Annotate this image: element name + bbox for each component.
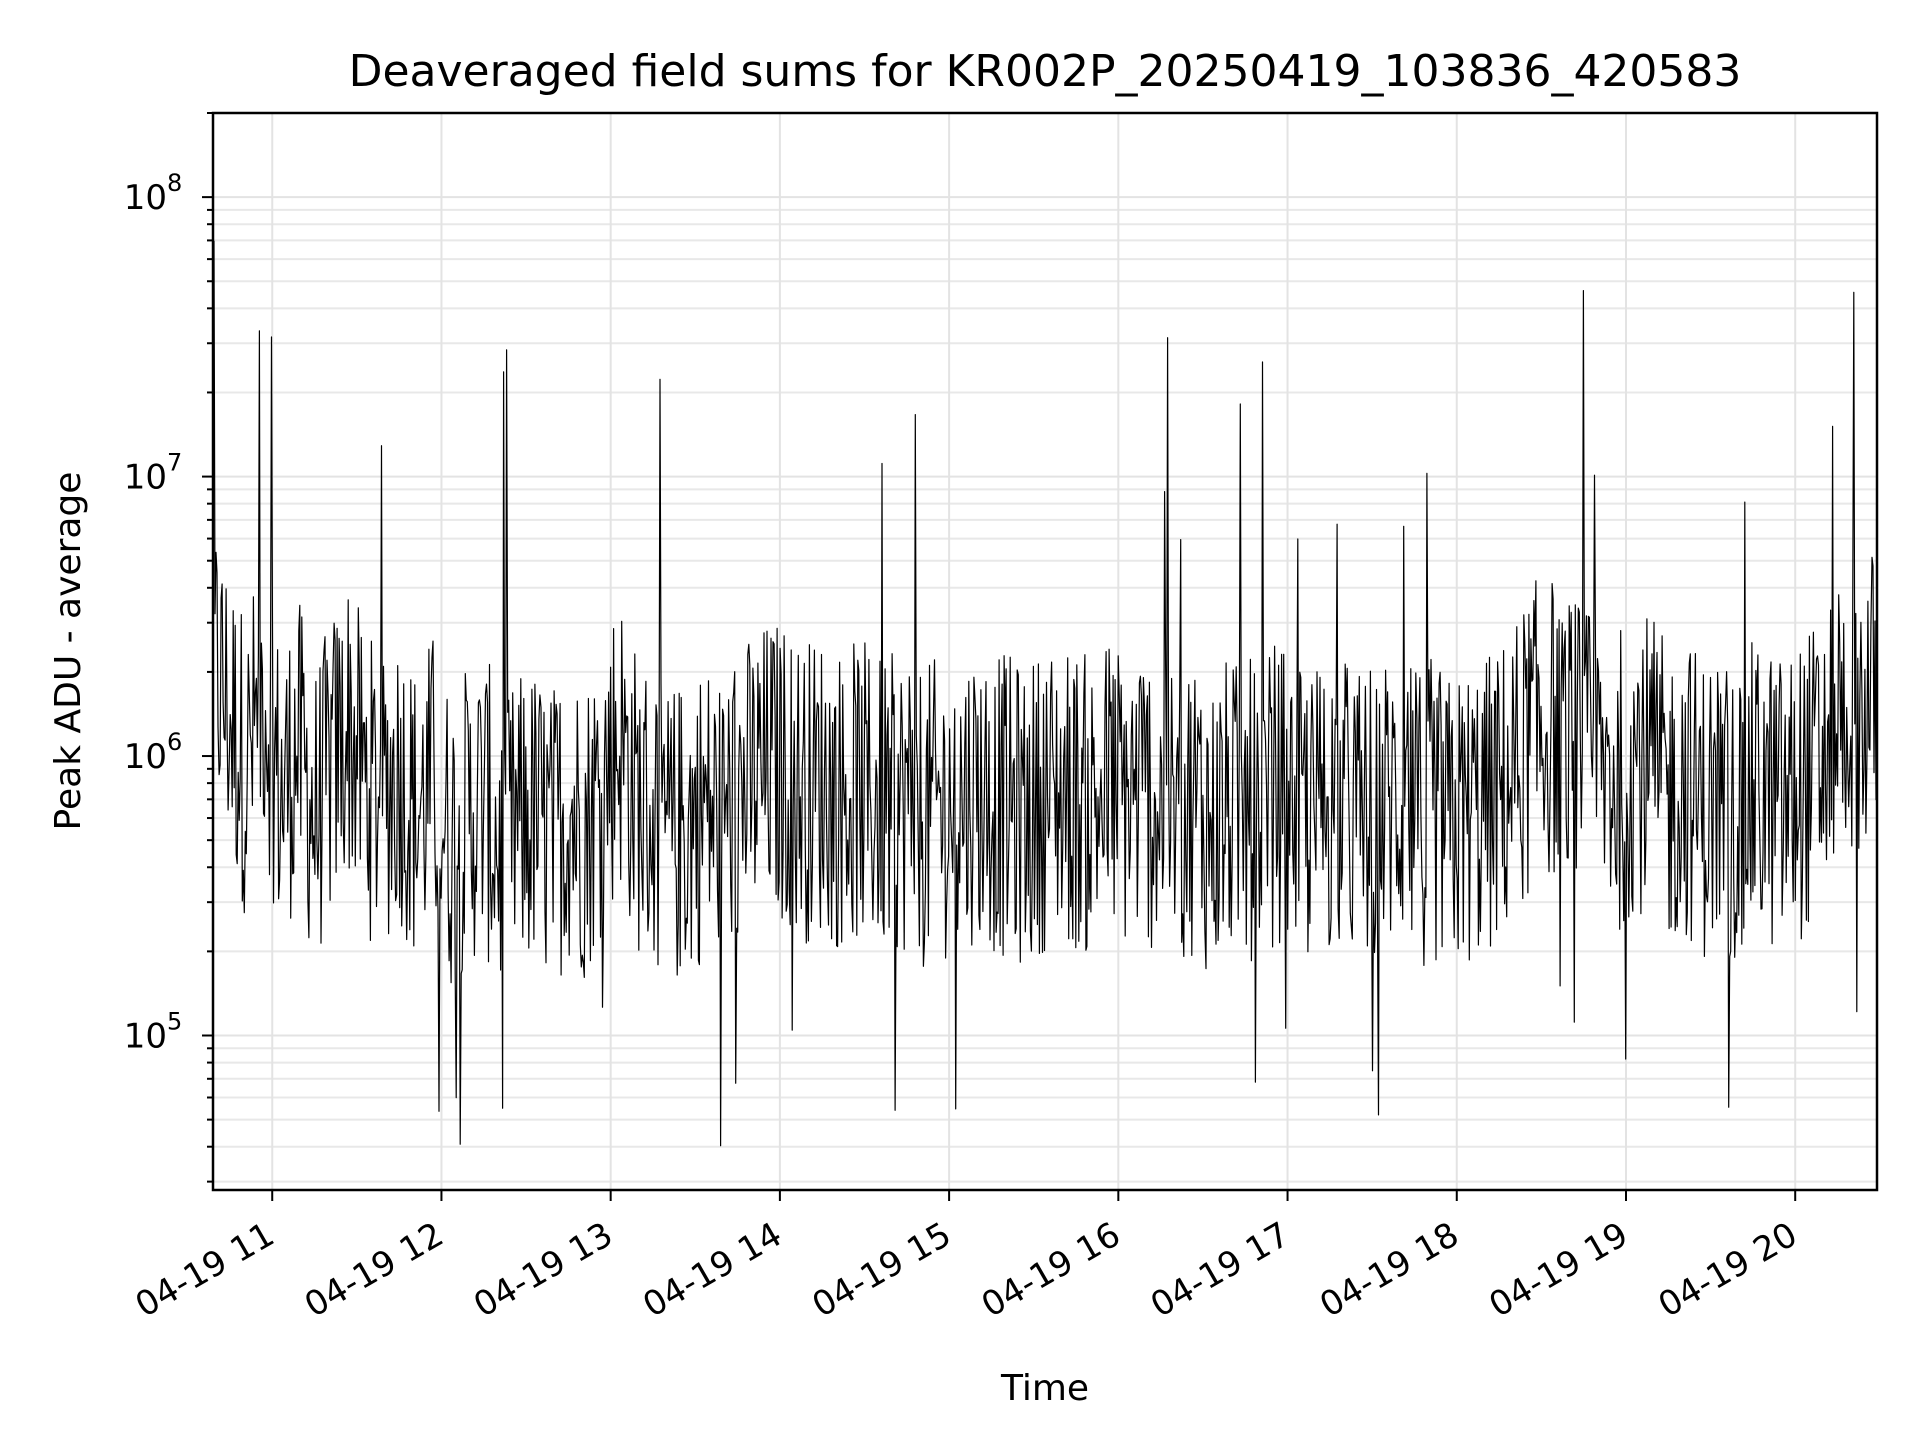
series-layer bbox=[212, 240, 1878, 1147]
x-tick-label: 04-19 17 bbox=[1144, 1215, 1296, 1326]
plot-frame bbox=[211, 111, 1879, 1192]
x-tick-label: 04-19 15 bbox=[806, 1215, 958, 1326]
x-tick-label: 04-19 13 bbox=[467, 1215, 619, 1326]
x-tick-label: 04-19 16 bbox=[975, 1215, 1127, 1326]
y-axis: 105 106 107 108 bbox=[124, 112, 213, 1183]
y-tick-label: 106 bbox=[124, 728, 183, 777]
x-tick-label: 04-19 19 bbox=[1482, 1215, 1634, 1326]
y-tick-label: 107 bbox=[124, 449, 183, 498]
grid-lines bbox=[213, 112, 1877, 1190]
series-line bbox=[212, 240, 1878, 1147]
x-tick-label: 04-19 12 bbox=[298, 1215, 450, 1326]
x-axis-label: Time bbox=[1000, 1368, 1089, 1409]
x-tick-label: 04-19 20 bbox=[1652, 1215, 1804, 1326]
x-tick-label: 04-19 14 bbox=[636, 1215, 788, 1326]
x-tick-label: 04-19 18 bbox=[1313, 1215, 1465, 1326]
x-axis: 04-19 11 04-19 12 04-19 13 04-19 14 04-19 15… bbox=[129, 1190, 1804, 1326]
y-axis-label: Peak ADU - average bbox=[48, 472, 89, 831]
chart-title: Deaveraged field sums for KR002P_2025041… bbox=[349, 46, 1742, 97]
y-tick-label: 108 bbox=[124, 169, 183, 218]
x-tick-label: 04-19 11 bbox=[129, 1215, 281, 1326]
y-tick-label: 105 bbox=[124, 1008, 183, 1057]
